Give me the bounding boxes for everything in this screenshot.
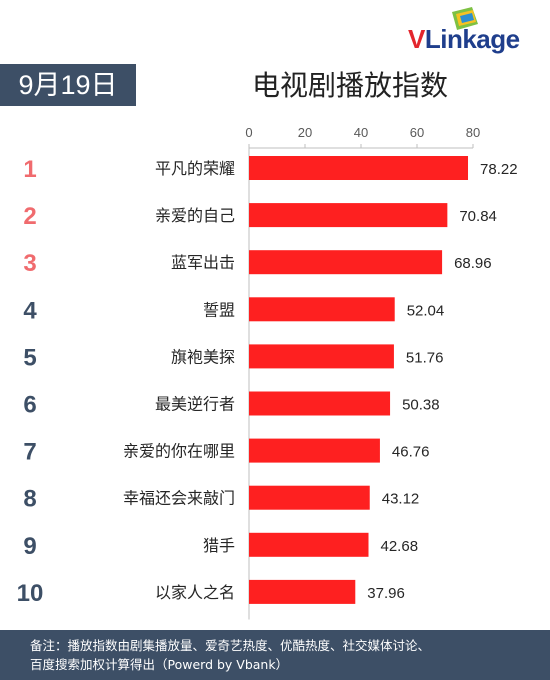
rank-label: 5	[23, 344, 36, 371]
rank-label: 1	[23, 156, 36, 183]
x-tick-label: 40	[354, 125, 368, 140]
x-tick-label: 80	[466, 125, 480, 140]
footer-note: 备注：播放指数由剧集播放量、爱奇艺热度、优酷热度、社交媒体讨论、 百度搜索加权计…	[0, 630, 550, 680]
category-label: 猎手	[203, 536, 235, 555]
bar	[249, 485, 370, 510]
bar-chart: 0 20 40 60 80 1 平凡的荣耀 78.22 2 亲爱的自己 70.84 3 蓝军出击 68.9…	[17, 125, 518, 620]
value-label: 43.12	[382, 491, 420, 508]
bar	[249, 156, 469, 180]
vlinkage-logo: VLinkage	[404, 6, 534, 54]
value-label: 70.84	[459, 208, 497, 225]
logo-text: VLinkage	[408, 24, 520, 54]
value-label: 46.76	[392, 444, 430, 461]
category-label: 平凡的荣耀	[155, 159, 235, 178]
category-label: 誓盟	[203, 300, 235, 319]
category-label: 以家人之名	[155, 583, 235, 602]
rank-label: 3	[23, 250, 36, 277]
category-label: 最美逆行者	[155, 395, 235, 414]
value-label: 68.96	[454, 255, 492, 272]
bar	[249, 438, 380, 463]
rank-label: 2	[23, 203, 36, 230]
footer-line-1: 备注：播放指数由剧集播放量、爱奇艺热度、优酷热度、社交媒体讨论、	[30, 638, 431, 653]
bar	[249, 391, 391, 416]
bar	[249, 203, 448, 228]
rank-label: 7	[23, 439, 36, 466]
rank-label: 10	[17, 580, 44, 607]
footer-line-2: 百度搜索加权计算得出（Powerd by Vbank）	[30, 657, 289, 672]
rank-label: 4	[23, 297, 37, 324]
logo-emblem-icon	[452, 7, 478, 30]
value-label: 42.68	[381, 538, 419, 555]
category-label: 亲爱的你在哪里	[123, 442, 235, 461]
value-label: 37.96	[367, 585, 405, 602]
x-tick-label: 0	[245, 125, 252, 140]
bar	[249, 532, 369, 557]
rank-label: 6	[23, 392, 36, 419]
bar	[249, 344, 394, 369]
rank-label: 8	[23, 486, 36, 513]
bar	[249, 579, 356, 604]
category-label: 旗袍美探	[171, 347, 235, 366]
rank-label: 9	[23, 533, 36, 560]
bar	[249, 250, 443, 275]
value-label: 50.38	[402, 397, 440, 414]
category-label: 蓝军出击	[171, 253, 235, 272]
x-tick-label: 20	[298, 125, 312, 140]
value-label: 52.04	[407, 302, 445, 319]
bar	[249, 297, 395, 322]
value-label: 51.76	[406, 349, 444, 366]
chart-title: 电视剧播放指数	[251, 69, 448, 102]
category-label: 亲爱的自己	[155, 206, 235, 225]
x-tick-label: 60	[410, 125, 424, 140]
value-label: 78.22	[480, 161, 518, 178]
date-badge: 9月19日	[0, 64, 136, 106]
category-label: 幸福还会来敲门	[123, 489, 235, 508]
